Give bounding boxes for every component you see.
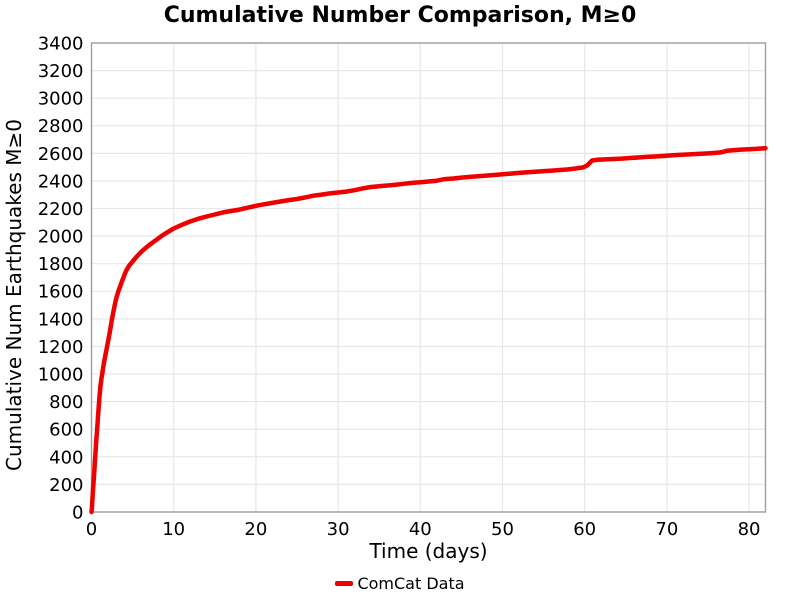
y-tick-label: 1600 xyxy=(38,282,84,303)
x-tick-label: 10 xyxy=(162,519,185,540)
y-tick-label: 200 xyxy=(49,475,83,496)
y-tick-label: 1800 xyxy=(38,254,84,275)
chart-title: Cumulative Number Comparison, M≥0 xyxy=(163,3,637,28)
x-tick-label: 80 xyxy=(738,519,761,540)
legend: ComCat Data xyxy=(0,574,800,593)
y-tick-label: 2600 xyxy=(38,144,84,165)
y-tick-label: 2400 xyxy=(38,171,84,192)
y-axis-label-text: Cumulative Num Earthquakes M≥0 xyxy=(2,119,26,471)
x-axis-label: Time (days) xyxy=(369,539,488,563)
y-tick-label: 600 xyxy=(49,420,83,441)
y-tick-label: 1000 xyxy=(38,364,84,385)
y-tick-label: 2800 xyxy=(38,116,84,137)
y-tick-label: 1400 xyxy=(38,309,84,330)
plot-frame xyxy=(90,42,767,513)
x-tick-label: 20 xyxy=(244,519,267,540)
y-tick-label: 1200 xyxy=(38,337,84,358)
legend-line-swatch xyxy=(335,581,354,586)
legend-label: ComCat Data xyxy=(357,574,465,593)
y-tick-label: 3200 xyxy=(38,61,84,82)
y-tick-label: 2200 xyxy=(38,199,84,220)
x-tick-label: 50 xyxy=(491,519,514,540)
y-tick-label: 3400 xyxy=(38,33,84,54)
y-tick-label: 3000 xyxy=(38,89,84,110)
x-tick-label: 30 xyxy=(327,519,350,540)
x-tick-label: 70 xyxy=(655,519,678,540)
y-tick-label: 400 xyxy=(49,447,83,468)
data-line-comcat xyxy=(89,145,768,515)
y-tick-label: 2000 xyxy=(38,227,84,248)
y-tick-label: 0 xyxy=(72,502,83,523)
x-tick-label: 0 xyxy=(86,519,97,540)
x-tick-label: 60 xyxy=(573,519,596,540)
x-tick-label: 40 xyxy=(409,519,432,540)
y-tick-label: 800 xyxy=(49,392,83,413)
